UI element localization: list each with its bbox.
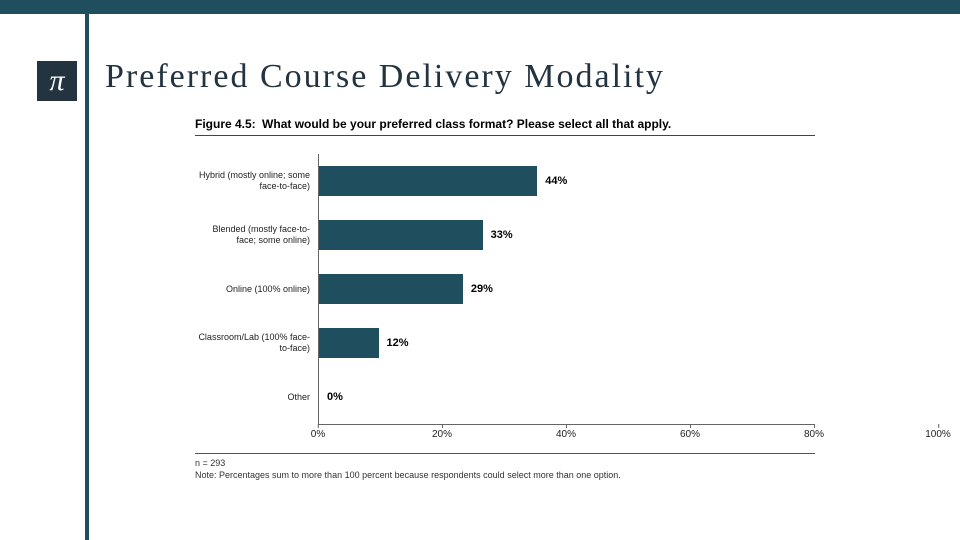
figure-n: n = 293	[195, 457, 815, 469]
figure-title: Figure 4.5: What would be your preferred…	[195, 117, 815, 136]
bar	[319, 166, 537, 196]
figure: Figure 4.5: What would be your preferred…	[195, 117, 815, 481]
bar-row: 12%	[319, 316, 815, 370]
x-tick: 20%	[432, 429, 452, 440]
bar-value-label: 29%	[471, 283, 493, 295]
y-label: Classroom/Lab (100% face-to-face)	[195, 316, 318, 370]
x-axis: 0%20%40%60%80%100%	[318, 425, 938, 447]
pi-icon: π	[37, 61, 77, 101]
bar	[319, 220, 483, 250]
bar-row: 33%	[319, 208, 815, 262]
bar-value-label: 33%	[491, 229, 513, 241]
pi-symbol: π	[49, 64, 64, 98]
page-title: Preferred Course Delivery Modality	[105, 58, 665, 96]
x-tick: 40%	[556, 429, 576, 440]
figure-question: What would be your preferred class forma…	[262, 117, 671, 131]
plot-area: 44% 33% 29% 12% 0%	[318, 154, 815, 425]
bar-row: 0%	[319, 370, 815, 424]
bar-row: 29%	[319, 262, 815, 316]
bar-value-label: 44%	[545, 175, 567, 187]
chart: Hybrid (mostly online; some face-to-face…	[195, 154, 815, 425]
bar-row: 44%	[319, 154, 815, 208]
bar-value-label: 0%	[327, 391, 343, 403]
x-tick: 100%	[925, 429, 951, 440]
y-label: Hybrid (mostly online; some face-to-face…	[195, 154, 318, 208]
x-tick: 0%	[311, 429, 325, 440]
figure-label-prefix: Figure 4.5:	[195, 117, 256, 131]
x-tick: 60%	[680, 429, 700, 440]
bar	[319, 328, 379, 358]
y-label: Other	[195, 370, 318, 424]
figure-note: Note: Percentages sum to more than 100 p…	[195, 469, 815, 481]
sidebar-divider	[85, 14, 89, 540]
y-label: Blended (mostly face-to-face; some onlin…	[195, 208, 318, 262]
y-label: Online (100% online)	[195, 262, 318, 316]
slide: π Preferred Course Delivery Modality Fig…	[0, 0, 960, 540]
x-tick: 80%	[804, 429, 824, 440]
figure-footer: n = 293 Note: Percentages sum to more th…	[195, 453, 815, 481]
y-axis-labels: Hybrid (mostly online; some face-to-face…	[195, 154, 318, 425]
bar	[319, 274, 463, 304]
bar-value-label: 12%	[387, 337, 409, 349]
